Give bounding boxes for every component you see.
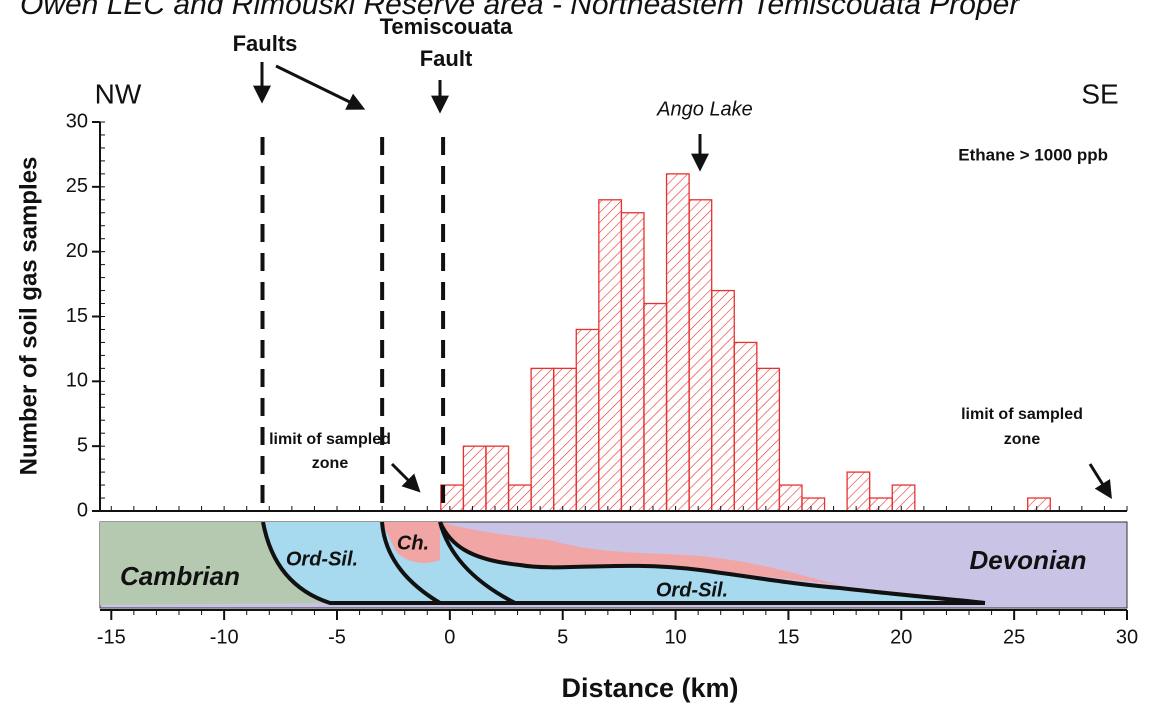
bar (1027, 497, 1051, 512)
x-tick-label: 0 (444, 626, 455, 648)
y-tick-label: 25 (66, 175, 88, 197)
x-tick-label: 20 (890, 626, 912, 648)
x-tick-label: -15 (97, 626, 126, 648)
bar (575, 328, 600, 512)
x-tick-label: 10 (664, 626, 686, 648)
annotation: zone (1004, 431, 1041, 448)
annotation: limit of sampled (961, 406, 1083, 423)
x-tick-label: 15 (777, 626, 799, 648)
pink-strip (440, 522, 840, 585)
annotation: SE (1081, 78, 1118, 109)
y-tick-label: 0 (77, 499, 88, 521)
x-tick-label: 25 (1003, 626, 1025, 648)
annotation: Ango Lake (656, 98, 753, 120)
bar (462, 445, 487, 512)
bar (530, 367, 555, 512)
bar (778, 484, 803, 512)
bar (620, 212, 645, 512)
bar (507, 484, 532, 512)
annotation: zone (312, 455, 349, 472)
bar (756, 367, 781, 512)
arrows (253, 62, 1112, 500)
bar (643, 302, 668, 512)
bar (869, 497, 893, 512)
x-tick-label: 5 (557, 626, 568, 648)
cross-section: Cambrian Ord-Sil. Ch. Ord-Sil. Devonian (99, 521, 1128, 609)
annotation: NW (95, 78, 142, 109)
geo-label: Devonian (969, 545, 1086, 575)
y-tick-label: 15 (66, 305, 88, 327)
x-tick-label: -5 (328, 626, 346, 648)
contacts (261, 521, 986, 605)
x-axis-title: Distance (km) (561, 673, 738, 703)
bar (485, 445, 510, 512)
x-tick-label: 30 (1116, 626, 1138, 648)
bar (733, 341, 758, 512)
chert-area (382, 522, 440, 563)
y-tick-label: 20 (66, 240, 88, 262)
y-axis-title: Number of soil gas samples (15, 157, 42, 476)
bar (801, 497, 826, 512)
annotation: Faults (233, 31, 298, 56)
y-tick-label: 30 (66, 110, 88, 132)
bar (688, 199, 713, 512)
bar (711, 289, 735, 512)
geo-label: Ord-Sil. (656, 579, 728, 601)
annotation: limit of sampled (269, 431, 391, 448)
bar (598, 199, 623, 512)
x-tick-label: -10 (210, 626, 239, 648)
bar (553, 367, 577, 512)
geo-label: Ch. (397, 532, 429, 554)
y-tick-label: 10 (66, 370, 88, 392)
geo-label: Ord-Sil. (286, 548, 358, 570)
annotation: Temiscouata (380, 14, 514, 39)
chart-title: Owen LEC and Rimouski Reserve area - Nor… (20, 0, 1020, 21)
cambrian-area (100, 522, 330, 605)
annotation: Ethane > 1000 ppb (958, 145, 1108, 164)
y-tick-label: 5 (77, 434, 88, 456)
annotation: Fault (420, 46, 473, 71)
bar (846, 471, 871, 512)
bar (891, 484, 916, 512)
geo-label: Cambrian (120, 561, 240, 591)
ord-sil-area (263, 522, 985, 603)
bar (665, 173, 690, 512)
